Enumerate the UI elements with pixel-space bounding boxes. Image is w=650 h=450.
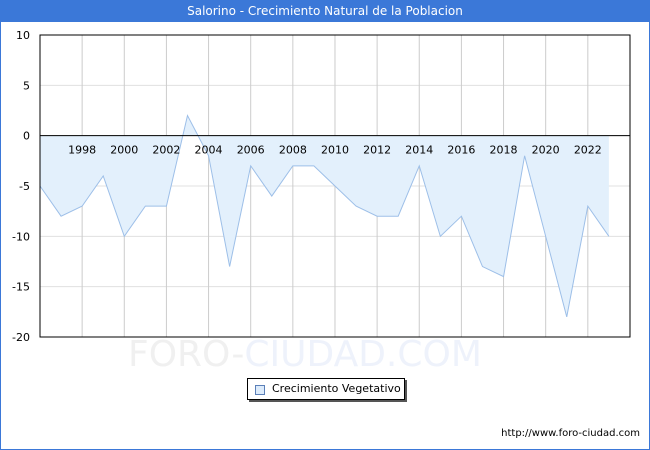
y-tick-label: 0 [23, 130, 30, 143]
x-tick-label: 2016 [447, 144, 475, 157]
x-tick-label: 2002 [152, 144, 180, 157]
x-tick-label: 2006 [237, 144, 265, 157]
x-tick-label: 2020 [532, 144, 560, 157]
watermark: FORO-CIUDAD.COM [128, 334, 482, 375]
legend: Crecimiento Vegetativo [247, 378, 405, 400]
y-tick-label: -10 [12, 230, 30, 243]
chart-title: Salorino - Crecimiento Natural de la Pob… [0, 0, 650, 22]
area-fill [40, 115, 609, 317]
x-tick-label: 2004 [195, 144, 223, 157]
x-tick-label: 2000 [110, 144, 138, 157]
x-tick-label: 2012 [363, 144, 391, 157]
plot-border [39, 34, 631, 338]
y-tick-label: 5 [23, 79, 30, 92]
x-tick-label: 2008 [279, 144, 307, 157]
x-tick-label: 2018 [490, 144, 518, 157]
x-tick-label: 2010 [321, 144, 349, 157]
source-url: http://www.foro-ciudad.com [501, 428, 640, 439]
y-tick-label: -20 [12, 331, 30, 344]
y-tick-label: -5 [19, 180, 30, 193]
y-tick-label: 10 [16, 29, 30, 42]
y-tick-label: -15 [12, 281, 30, 294]
legend-label: Crecimiento Vegetativo [272, 382, 401, 395]
data-line [39, 114, 610, 317]
legend-swatch-icon [255, 385, 265, 395]
x-tick-label: 2022 [574, 144, 602, 157]
x-tick-label: 2014 [405, 144, 433, 157]
x-tick-label: 1998 [68, 144, 96, 157]
